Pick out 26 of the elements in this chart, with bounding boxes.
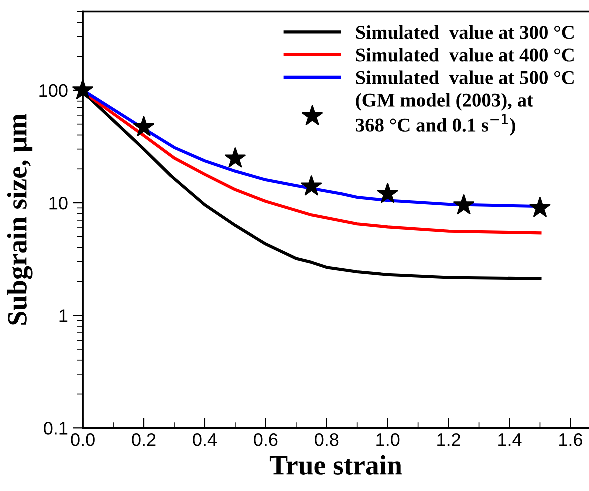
y-tick-label: 100 [40,84,68,98]
x-tick-label: 0.4 [193,433,217,446]
point [134,116,154,136]
legend-label: (GM model (2003), at 368 °C and 0.1 s$^{−1}$) [356,93,534,136]
point [72,79,94,100]
y-axis-title: Subgrain size, µm [7,114,33,325]
x-tick-label: 1.4 [498,434,522,446]
point [530,197,551,218]
x-axis-title: True strain [270,455,402,476]
x-tick-label: 1.6 [560,433,582,446]
x-tick-label: 0.0 [71,433,95,446]
point [454,194,475,215]
x-tick-label: 1.2 [438,433,460,446]
y-tick-label: 1 [60,310,68,322]
y-tick-label: 0.1 [44,422,68,435]
legend-label: Simulated value at 400 °C [356,48,574,62]
x-tick-label: 1.0 [376,433,400,446]
x-tick-label: 0.2 [132,433,156,446]
x-tick-label: 0.8 [315,433,339,446]
point [377,183,398,204]
point [224,148,246,168]
y-tick-label: 10 [50,196,68,210]
x-tick-label: 0.6 [254,433,278,446]
legend-label: Simulated value at 300 °C [356,26,574,40]
point [301,176,322,196]
legend-label: Simulated value at 500 °C [356,70,574,84]
